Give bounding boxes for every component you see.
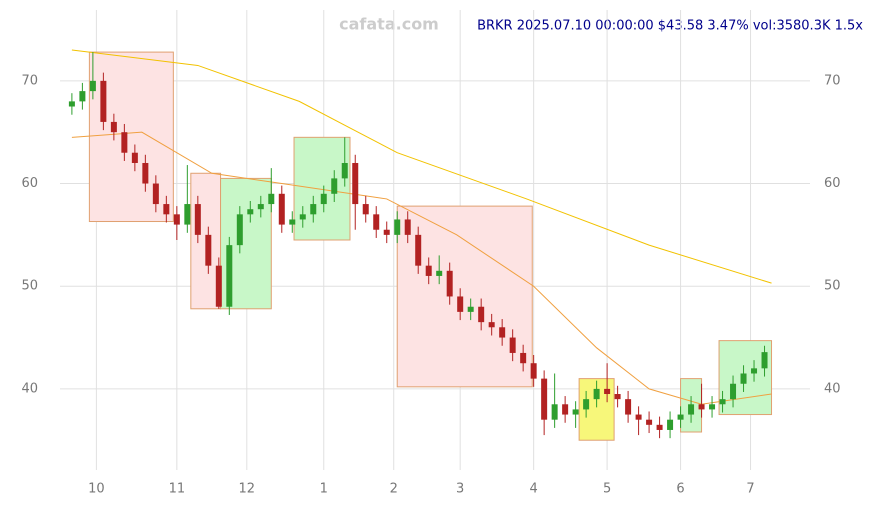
candle-body bbox=[488, 322, 495, 328]
candle-body bbox=[583, 399, 590, 410]
range-box bbox=[293, 136, 351, 241]
x-tick-label: 5 bbox=[603, 482, 611, 497]
candle-body bbox=[110, 121, 117, 133]
candle-body bbox=[646, 419, 653, 425]
candle-body bbox=[478, 306, 485, 323]
candle-body bbox=[751, 368, 758, 374]
candle-body bbox=[530, 363, 537, 379]
candle-body bbox=[100, 80, 107, 122]
candle-body bbox=[142, 162, 149, 184]
x-tick-label: 12 bbox=[239, 482, 256, 497]
candle-body bbox=[425, 265, 432, 276]
y-tick-label-right: 50 bbox=[824, 279, 841, 294]
y-tick-label: 50 bbox=[21, 279, 38, 294]
candle-body bbox=[289, 219, 296, 225]
candle-body bbox=[152, 183, 159, 205]
candle-body bbox=[341, 162, 348, 179]
candle-body bbox=[761, 352, 768, 369]
y-tick-label: 40 bbox=[21, 381, 38, 396]
candle-body bbox=[299, 214, 306, 220]
candle-body bbox=[541, 378, 548, 420]
candle-body bbox=[688, 404, 695, 415]
candle-body bbox=[719, 399, 726, 405]
candle-body bbox=[667, 419, 674, 430]
candle-body bbox=[467, 306, 474, 312]
candle-body bbox=[709, 404, 716, 410]
candle-body bbox=[677, 414, 684, 420]
y-tick-label: 70 bbox=[21, 73, 38, 88]
candle-body bbox=[509, 337, 516, 353]
candle-body bbox=[194, 204, 201, 235]
candle-body bbox=[562, 404, 569, 415]
x-tick-label: 2 bbox=[390, 482, 398, 497]
candle-body bbox=[68, 101, 75, 107]
candle-body bbox=[415, 234, 422, 266]
candle-body bbox=[572, 409, 579, 415]
x-tick-label: 7 bbox=[746, 482, 754, 497]
candle-body bbox=[436, 270, 443, 276]
candle-body bbox=[499, 327, 506, 338]
candle-body bbox=[310, 204, 317, 215]
candle-body bbox=[79, 91, 86, 102]
x-tick-label: 10 bbox=[88, 482, 105, 497]
candle-body bbox=[625, 399, 632, 415]
x-tick-label: 1 bbox=[320, 482, 328, 497]
candle-body bbox=[698, 404, 705, 410]
candle-body bbox=[656, 424, 663, 430]
candle-body bbox=[215, 265, 222, 307]
candle-body bbox=[614, 394, 621, 400]
candle-body bbox=[373, 214, 380, 230]
moving-average bbox=[71, 49, 772, 284]
candle-body bbox=[163, 204, 170, 215]
candle-body bbox=[247, 209, 254, 215]
watermark: cafata.com bbox=[339, 15, 439, 34]
range-box bbox=[88, 51, 174, 223]
candle-body bbox=[593, 388, 600, 400]
candle-body bbox=[268, 193, 275, 205]
candle-body bbox=[121, 132, 128, 153]
y-tick-label: 60 bbox=[21, 176, 38, 191]
x-tick-label: 6 bbox=[676, 482, 684, 497]
candle-body bbox=[320, 193, 327, 205]
candle-body bbox=[257, 204, 264, 210]
candle-body bbox=[446, 270, 453, 297]
candle-body bbox=[635, 414, 642, 420]
y-tick-label-right: 70 bbox=[824, 73, 841, 88]
candle-body bbox=[551, 404, 558, 420]
candle-body bbox=[226, 245, 233, 307]
y-tick-label-right: 60 bbox=[824, 176, 841, 191]
candle-body bbox=[404, 219, 411, 235]
chart-title: BRKR 2025.07.10 00:00:00 $43.58 3.47% vo… bbox=[477, 19, 863, 34]
x-tick-label: 11 bbox=[169, 482, 186, 497]
x-tick-label: 3 bbox=[456, 482, 464, 497]
moving-average bbox=[71, 131, 772, 405]
candle-body bbox=[457, 296, 464, 312]
candle-body bbox=[394, 219, 401, 235]
candle-body bbox=[604, 388, 611, 395]
candle-body bbox=[520, 352, 527, 364]
candle-body bbox=[362, 204, 369, 215]
candle-body bbox=[184, 204, 191, 225]
candle-body bbox=[730, 383, 737, 400]
candle-body bbox=[89, 80, 96, 92]
range-box bbox=[396, 205, 533, 388]
candle-body bbox=[205, 234, 212, 266]
candle-body bbox=[383, 229, 390, 235]
y-tick-label-right: 40 bbox=[824, 381, 841, 396]
candle-body bbox=[173, 214, 180, 225]
candle-body bbox=[740, 373, 747, 384]
x-tick-label: 4 bbox=[530, 482, 538, 497]
candle-body bbox=[331, 178, 338, 194]
candle-body bbox=[278, 193, 285, 225]
candle-body bbox=[236, 214, 243, 246]
candle-body bbox=[131, 152, 138, 163]
candle-body bbox=[352, 162, 359, 205]
